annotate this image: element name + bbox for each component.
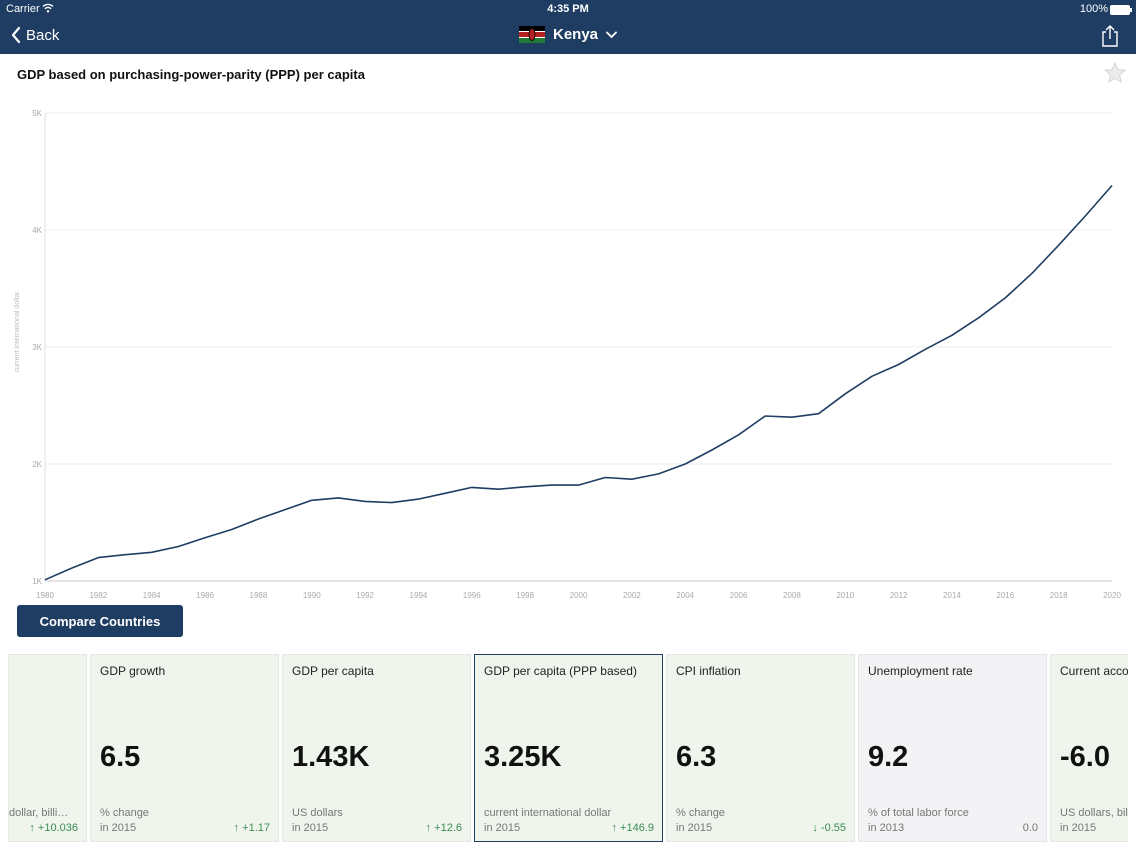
x-tick-label: 2018	[1050, 591, 1068, 600]
card-unit: % change	[676, 807, 725, 819]
card-unit: current international dollar	[484, 807, 612, 819]
x-tick-label: 1982	[89, 591, 107, 600]
card-unit: % change	[100, 807, 149, 819]
card-year: in 2015	[484, 822, 521, 834]
indicator-card-unemployment-rate[interactable]: Unemployment rate 9.2 % of total labor f…	[858, 654, 1047, 842]
y-tick-label: 2K	[32, 460, 42, 469]
x-tick-label: 2006	[730, 591, 748, 600]
country-name: Kenya	[552, 26, 599, 43]
card-year: in 2015	[676, 822, 713, 834]
country-selector[interactable]: Kenya	[518, 26, 617, 43]
x-tick-label: 2012	[890, 591, 908, 600]
y-tick-label: 1K	[32, 577, 42, 586]
share-icon[interactable]	[1100, 24, 1120, 48]
compare-countries-button[interactable]: Compare Countries	[17, 605, 183, 637]
battery-icon	[1110, 5, 1132, 15]
card-unit: US dollars, bil	[1060, 807, 1128, 819]
indicator-card-partial-left[interactable]: dollar, billi… ↑ +10.036	[8, 654, 87, 842]
x-tick-label: 1986	[196, 591, 214, 600]
card-title: GDP per capita (PPP based)	[484, 664, 637, 678]
y-axis-title: current international dollar	[14, 291, 21, 373]
x-tick-label: 1984	[143, 591, 161, 600]
status-bar: Carrier 4:35 PM 100%	[0, 0, 1136, 18]
card-title: Current accou	[1060, 664, 1128, 678]
card-value: 6.5	[100, 741, 141, 773]
indicator-card-gdp-growth[interactable]: GDP growth 6.5 % change in 2015 ↑ +1.17	[90, 654, 279, 842]
card-value: -6.0	[1060, 741, 1110, 773]
carrier-label: Carrier	[6, 3, 40, 15]
card-title: GDP growth	[100, 664, 166, 678]
card-change: ↓ -0.55	[812, 822, 846, 834]
x-tick-label: 1994	[410, 591, 428, 600]
y-tick-label: 4K	[32, 226, 42, 235]
x-tick-label: 2010	[836, 591, 854, 600]
x-tick-label: 1980	[36, 591, 54, 600]
x-tick-label: 1998	[516, 591, 534, 600]
card-year: in 2015	[292, 822, 329, 834]
kenya-flag-icon	[518, 26, 545, 43]
x-tick-label: 2004	[676, 591, 694, 600]
card-unit: US dollars	[292, 807, 343, 819]
gdp-ppp-line-chart: 1K 2K 3K 4K 5K 1980 1982 1984 1986 1988 1990 1992 19…	[14, 109, 1121, 600]
card-change: ↑ +12.6	[425, 822, 462, 834]
wifi-icon	[42, 3, 54, 16]
series-line	[44, 184, 1113, 581]
card-change: ↑ +1.17	[233, 822, 270, 834]
chevron-left-icon	[11, 26, 21, 44]
card-change: ↑ +10.036	[29, 822, 78, 834]
x-tick-label: 1988	[250, 591, 268, 600]
indicator-cards: dollar, billi… ↑ +10.036 GDP growth 6.5 …	[8, 654, 1128, 844]
card-title: CPI inflation	[676, 664, 741, 678]
card-value: 9.2	[868, 741, 909, 773]
x-tick-label: 2016	[996, 591, 1014, 600]
card-value: 1.43K	[292, 741, 370, 773]
x-tick-label: 1996	[463, 591, 481, 600]
card-title: GDP per capita	[292, 664, 374, 678]
indicator-card-gdp-per-capita[interactable]: GDP per capita 1.43K US dollars in 2015 …	[282, 654, 471, 842]
chevron-down-icon	[606, 31, 617, 38]
x-tick-label: 2000	[570, 591, 588, 600]
card-value: 6.3	[676, 741, 717, 773]
x-tick-label: 2008	[783, 591, 801, 600]
battery-percent: 100%	[1079, 3, 1108, 15]
x-tick-label: 2014	[943, 591, 961, 600]
back-button[interactable]: Back	[10, 26, 59, 44]
card-year: in 2013	[868, 822, 905, 834]
card-year: in 2015	[1060, 822, 1097, 834]
indicator-card-gdp-ppp-selected[interactable]: GDP per capita (PPP based) 3.25K current…	[474, 654, 663, 842]
card-title: Unemployment rate	[868, 664, 973, 678]
y-tick-label: 3K	[32, 343, 42, 352]
y-tick-label: 5K	[32, 109, 42, 118]
indicator-card-current-account-partial[interactable]: Current accou -6.0 US dollars, bil in 20…	[1050, 654, 1128, 842]
back-label: Back	[26, 26, 60, 44]
page-title: GDP based on purchasing-power-parity (PP…	[17, 67, 365, 82]
card-unit: % of total labor force	[868, 807, 969, 819]
nav-bar: Back Kenya	[0, 18, 1136, 54]
x-tick-label: 2020	[1103, 591, 1121, 600]
favorite-star-icon[interactable]	[1103, 61, 1127, 85]
card-year: in 2015	[100, 822, 137, 834]
status-time: 4:35 PM	[547, 3, 589, 15]
x-tick-label: 1992	[356, 591, 374, 600]
card-unit: dollar, billi…	[9, 807, 69, 819]
x-tick-label: 1990	[303, 591, 321, 600]
card-change: 0.0	[1022, 822, 1038, 834]
x-tick-label: 2002	[623, 591, 641, 600]
card-change: ↑ +146.9	[611, 822, 654, 834]
indicator-card-cpi-inflation[interactable]: CPI inflation 6.3 % change in 2015 ↓ -0.…	[666, 654, 855, 842]
card-value: 3.25K	[484, 741, 562, 773]
